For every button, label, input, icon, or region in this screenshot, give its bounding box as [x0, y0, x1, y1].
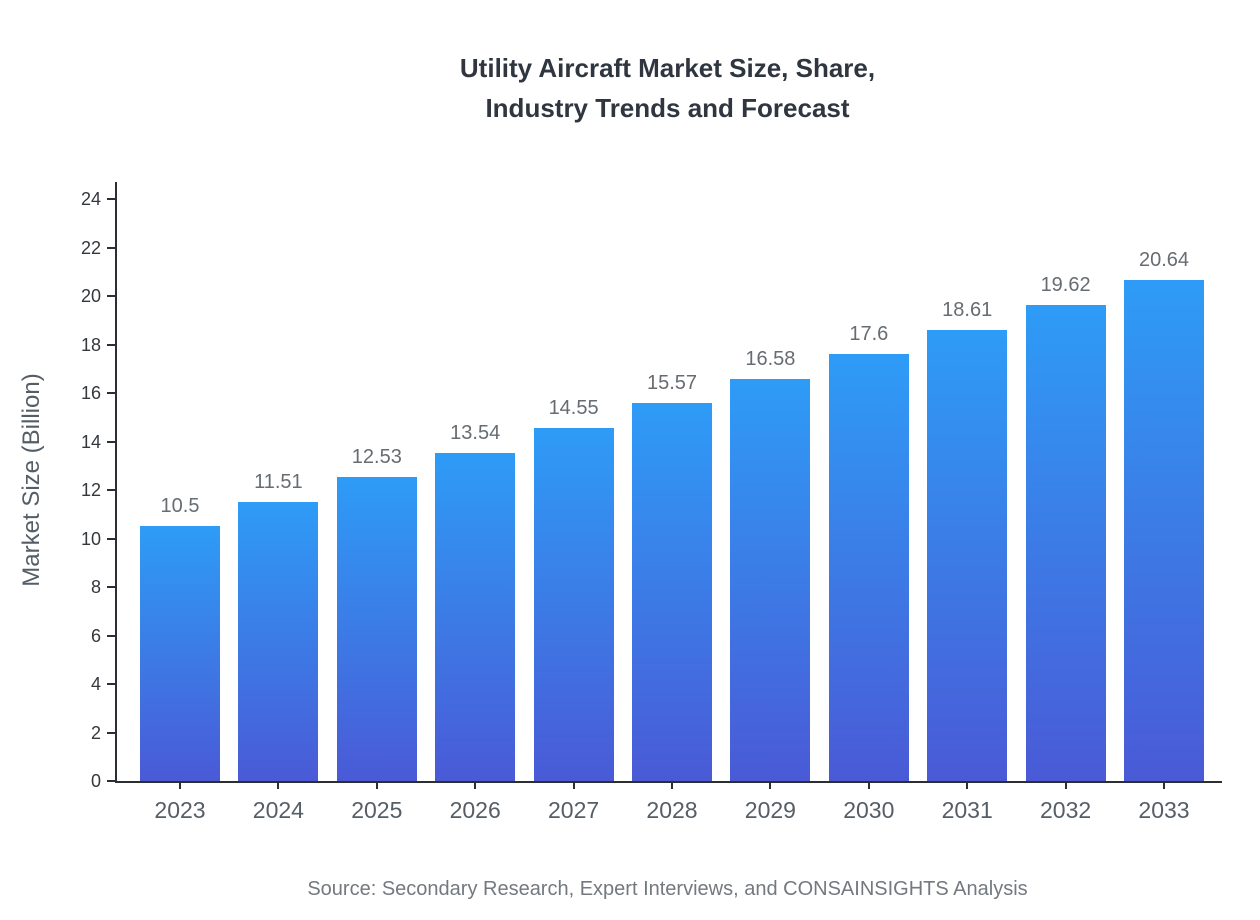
bar-2033: [1124, 280, 1204, 781]
bar-value-label: 16.58: [745, 347, 796, 370]
x-category-label: 2026: [449, 797, 501, 823]
x-tick-mark: [966, 781, 969, 789]
bar-value-label: 14.55: [548, 397, 599, 420]
x-category-label: 2023: [154, 797, 206, 823]
bar-2027: [533, 428, 614, 781]
bar-value-label: 12.53: [351, 446, 402, 469]
bar-2029: [730, 378, 811, 781]
bar-2031: [927, 329, 1008, 781]
bar-2025: [336, 477, 417, 781]
bar-2028: [632, 403, 712, 781]
x-tick-mark: [179, 781, 181, 789]
y-tick-label: 4: [90, 674, 101, 694]
source-note: Source: Secondary Research, Expert Inter…: [307, 878, 1028, 900]
bar-2026: [435, 452, 516, 781]
x-category-label: 2024: [252, 797, 304, 823]
y-tick-mark: [107, 392, 115, 394]
y-tick-mark: [107, 634, 115, 637]
x-category-label: 2031: [941, 797, 993, 823]
x-category-label: 2030: [843, 797, 895, 823]
bar-value-label: 11.51: [254, 470, 303, 493]
bar-2032: [1025, 305, 1106, 781]
x-category-label: 2028: [646, 797, 698, 823]
x-category-label: 2033: [1138, 797, 1190, 823]
y-axis-title: Market Size (Billion): [18, 373, 45, 587]
chart-title-line1: Utility Aircraft Market Size, Share,: [459, 53, 876, 83]
bar-value-label: 18.61: [942, 298, 993, 321]
y-tick-mark: [107, 440, 115, 443]
chart-title-line2: Industry Trends and Forecast: [485, 93, 850, 123]
bar-value-label: 17.6: [849, 323, 889, 346]
chart-title: Utility Aircraft Market Size, Share, Ind…: [115, 48, 1220, 128]
y-tick-label: 24: [80, 189, 101, 209]
y-tick-mark: [107, 780, 115, 782]
y-tick-label: 20: [80, 286, 101, 306]
y-tick-mark: [107, 537, 115, 540]
x-category-label: 2029: [744, 797, 796, 823]
bar-2024: [238, 501, 319, 781]
x-tick-mark: [671, 781, 673, 789]
x-category-label: 2025: [351, 797, 403, 823]
y-tick-mark: [107, 198, 115, 200]
bar-value-label: 10.5: [160, 495, 200, 518]
y-tick-label: 0: [90, 771, 101, 791]
bar-2023: [140, 526, 220, 781]
x-category-label: 2032: [1040, 797, 1092, 823]
y-tick-label: 16: [80, 383, 101, 403]
bar-value-label: 19.62: [1040, 274, 1091, 297]
y-tick-label: 2: [90, 722, 101, 743]
y-tick-label: 22: [80, 237, 101, 258]
x-tick-mark: [572, 781, 575, 789]
bar-value-label: 20.64: [1138, 249, 1190, 272]
y-tick-mark: [107, 731, 115, 734]
x-tick-mark: [277, 781, 280, 789]
plot-area: 0 2 4 6 8 10 12 14 16 18 20 22 24 10.5 2023 11.51 2024 12…: [81, 182, 1222, 823]
y-tick-label: 6: [90, 625, 101, 646]
x-tick-mark: [474, 781, 477, 789]
y-tick-mark: [107, 489, 115, 491]
y-tick-mark: [107, 343, 115, 346]
y-tick-label: 10: [80, 528, 101, 549]
y-tick-label: 12: [80, 480, 101, 500]
y-tick-label: 14: [80, 431, 101, 452]
y-tick-mark: [107, 586, 115, 588]
x-tick-mark: [769, 781, 772, 789]
x-category-label: 2027: [548, 797, 600, 823]
y-tick-mark: [107, 683, 115, 685]
y-tick-mark: [107, 295, 115, 297]
bar-2030: [828, 354, 909, 781]
x-tick-mark: [375, 781, 378, 789]
y-tick-label: 8: [90, 577, 101, 597]
x-tick-mark: [867, 781, 870, 789]
bar-value-label: 15.57: [646, 372, 698, 395]
x-tick-mark: [1163, 781, 1165, 789]
x-tick-mark: [1064, 781, 1067, 789]
bar-value-label: 13.54: [450, 421, 501, 444]
y-tick-mark: [107, 246, 115, 249]
y-tick-label: 18: [80, 334, 101, 355]
